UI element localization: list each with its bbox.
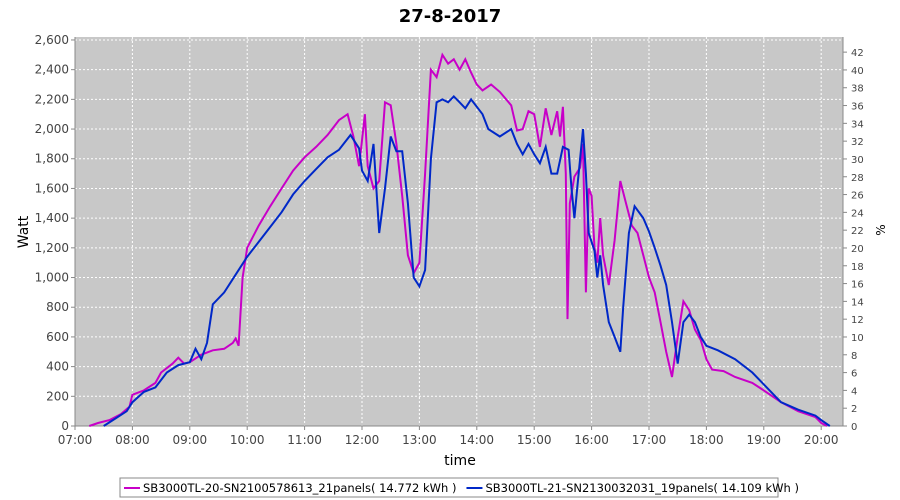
y-tick-label: 2,600 (35, 33, 69, 47)
y-tick-label: 200 (46, 389, 69, 403)
y2-tick-label: 36 (851, 102, 864, 113)
legend (119, 477, 779, 498)
y2-tick-label: 20 (851, 244, 864, 255)
y2-tick-label: 34 (851, 119, 864, 130)
y-tick-label: 1,200 (35, 241, 69, 255)
y-tick-label: 600 (46, 330, 69, 344)
y2-tick-label: 8 (851, 351, 857, 362)
y2-tick-label: 40 (851, 66, 864, 77)
legend-label: SB3000TL-21-SN2130032031_19panels( 14.10… (485, 481, 798, 495)
y2-tick-label: 0 (851, 422, 857, 433)
y2-tick-label: 30 (851, 155, 864, 166)
x-tick-label: 20:00 (804, 433, 839, 447)
y-tick-label: 800 (46, 300, 69, 314)
legend-label: SB3000TL-20-SN2100578613_21panels( 14.77… (143, 481, 456, 495)
y-tick-label: 0 (61, 419, 69, 433)
y-tick-label: 2,200 (35, 92, 69, 106)
y-tick-label: 2,400 (35, 63, 69, 77)
x-axis-label: time (444, 453, 476, 469)
x-tick-label: 19:00 (746, 433, 781, 447)
y2-tick-label: 42 (851, 48, 864, 59)
y-tick-label: 400 (46, 360, 69, 374)
y2-tick-label: 14 (851, 297, 864, 308)
y-axis-label: Watt (16, 215, 32, 248)
series-line (88, 52, 828, 427)
x-tick-label: 09:00 (173, 433, 208, 447)
y2-tick-label: 2 (851, 404, 857, 415)
y2-tick-label: 22 (851, 226, 864, 237)
y2-tick-label: 18 (851, 262, 864, 273)
y-tick-label: 1,800 (35, 152, 69, 166)
x-tick-label: 14:00 (459, 433, 494, 447)
x-tick-label: 17:00 (632, 433, 667, 447)
plot-area (75, 37, 843, 426)
x-tick-label: 15:00 (517, 433, 552, 447)
y-tick-label: 1,400 (35, 211, 69, 225)
x-tick-label: 10:00 (230, 433, 265, 447)
x-tick-label: 16:00 (574, 433, 609, 447)
y-tick-label: 1,000 (35, 271, 69, 285)
y2-tick-label: 38 (851, 84, 864, 95)
y2-tick-label: 6 (851, 369, 857, 380)
chart-title: 27-8-2017 (399, 6, 502, 27)
x-tick-label: 07:00 (58, 433, 93, 447)
y2-tick-label: 12 (851, 315, 864, 326)
y2-tick-label: 24 (851, 208, 864, 219)
x-tick-label: 12:00 (345, 433, 380, 447)
y2-tick-label: 4 (851, 386, 857, 397)
y2-tick-label: 10 (851, 333, 864, 344)
y2-tick-label: 16 (851, 280, 864, 291)
y2-tick-label: 32 (851, 137, 864, 148)
y2-tick-label: 28 (851, 173, 864, 184)
x-tick-label: 13:00 (402, 433, 437, 447)
y2-tick-label: 26 (851, 191, 864, 202)
y-tick-label: 1,600 (35, 181, 69, 195)
series-line (103, 94, 831, 427)
y2-axis-label: % (874, 224, 888, 235)
x-tick-label: 08:00 (115, 433, 150, 447)
x-tick-label: 18:00 (689, 433, 724, 447)
x-tick-label: 11:00 (287, 433, 322, 447)
y-tick-label: 2,000 (35, 122, 69, 136)
